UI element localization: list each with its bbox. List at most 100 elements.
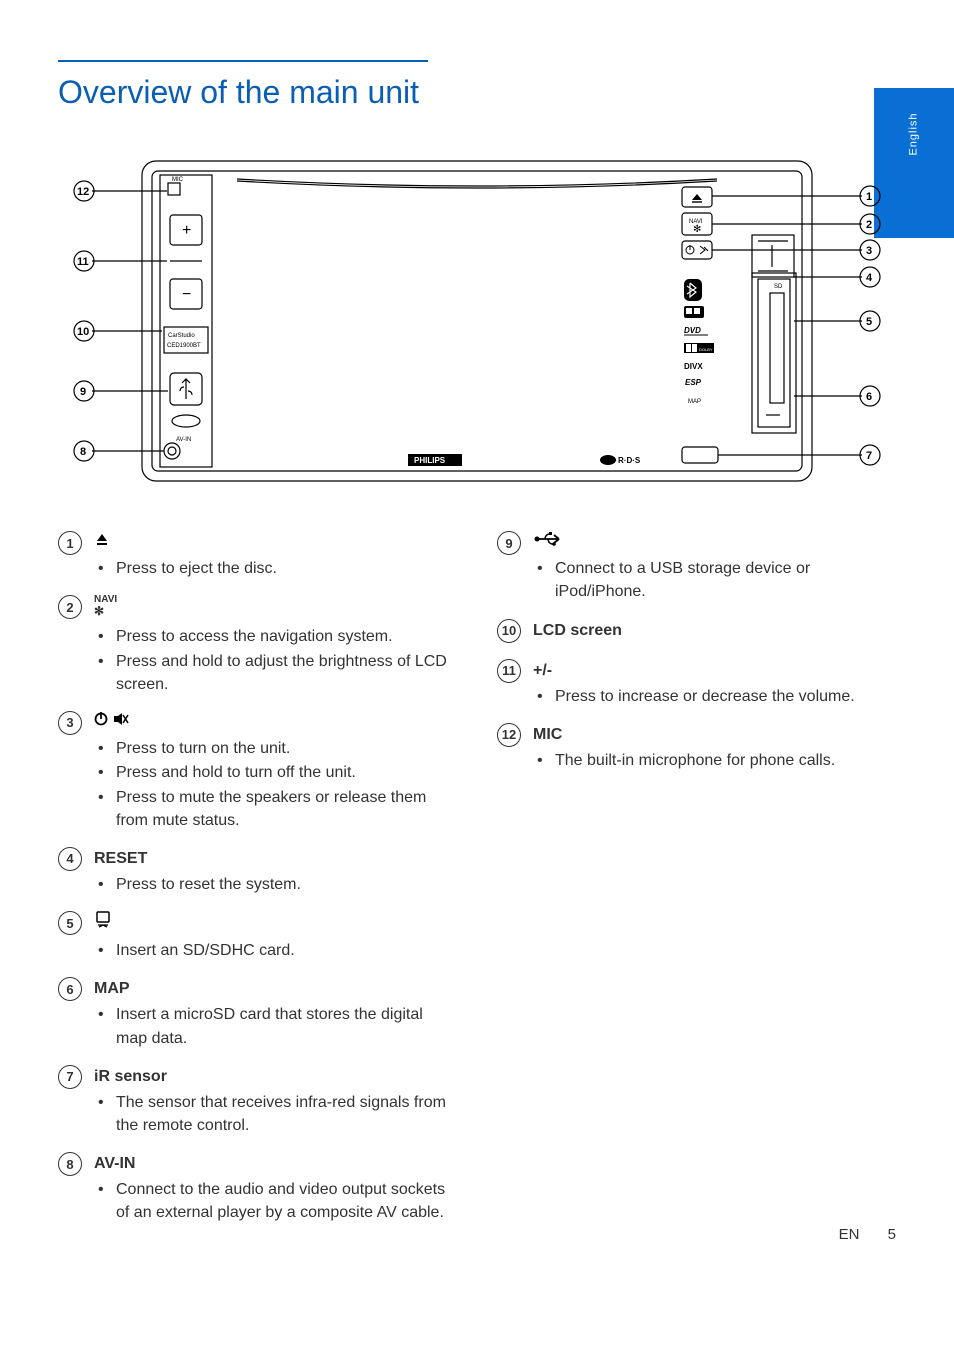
svg-text:ESP: ESP <box>685 378 702 387</box>
item-number: 11 <box>497 659 521 683</box>
description-item-6: 6 MAPInsert a microSD card that stores th… <box>58 977 457 1050</box>
left-column: 1Press to eject the disc.2NAVI✻Press to … <box>58 531 457 1239</box>
description-item-12: 12 MICThe built-in microphone for phone c… <box>497 723 896 773</box>
description-columns: 1Press to eject the disc.2NAVI✻Press to … <box>58 531 896 1239</box>
item-body: Insert an SD/SDHC card. <box>94 911 457 963</box>
item-label: +/- <box>533 659 896 683</box>
bullet: Press to reset the system. <box>116 873 457 896</box>
svg-text:DVD: DVD <box>684 326 701 335</box>
item-bullets: Press to reset the system. <box>94 873 457 896</box>
item-number: 12 <box>497 723 521 747</box>
item-bullets: The sensor that receives infra-red signa… <box>94 1091 457 1137</box>
svg-text:4: 4 <box>866 272 873 284</box>
item-body: AV-INConnect to the audio and video outp… <box>94 1152 457 1225</box>
footer-lang: EN <box>839 1226 860 1243</box>
item-label: iR sensor <box>94 1065 457 1089</box>
page-container: Overview of the main unit .st{stroke:#00… <box>0 0 954 1279</box>
svg-text:CED1900BT: CED1900BT <box>167 343 201 349</box>
bullet: Press to eject the disc. <box>116 557 457 580</box>
description-item-2: 2 NAVI✻Press to access the navigation sys… <box>58 595 457 697</box>
svg-text:8: 8 <box>80 446 86 458</box>
svg-text:3: 3 <box>866 245 872 257</box>
item-number: 6 <box>58 977 82 1001</box>
bullet: Press to increase or decrease the volume… <box>555 685 896 708</box>
svg-text:−: − <box>182 286 191 303</box>
description-item-9: 9 Connect to a USB storage device or iPod… <box>497 531 896 605</box>
item-number: 5 <box>58 911 82 935</box>
description-item-8: 8 AV-INConnect to the audio and video out… <box>58 1152 457 1225</box>
item-label: RESET <box>94 847 457 871</box>
description-item-5: 5 Insert an SD/SDHC card. <box>58 911 457 963</box>
footer-page: 5 <box>888 1226 896 1243</box>
svg-text:7: 7 <box>866 450 872 462</box>
svg-text:12: 12 <box>77 186 89 198</box>
item-label: MIC <box>533 723 896 747</box>
bullet: Press and hold to adjust the brightness … <box>116 650 457 696</box>
item-bullets: Press to access the navigation system.Pr… <box>94 625 457 696</box>
bullet: Connect to a USB storage device or iPod/… <box>555 557 896 603</box>
item-body: Press to turn on the unit.Press and hold… <box>94 711 457 833</box>
svg-text:PHILIPS: PHILIPS <box>414 456 446 465</box>
bullet: Press to access the navigation system. <box>116 625 457 648</box>
bullet: Press and hold to turn off the unit. <box>116 761 457 784</box>
callout-8: 8 <box>74 441 164 461</box>
svg-text:MAP: MAP <box>688 399 701 405</box>
bullet: Press to turn on the unit. <box>116 737 457 760</box>
description-item-11: 11 +/-Press to increase or decrease the v… <box>497 659 896 709</box>
page-footer: EN 5 <box>839 1226 896 1243</box>
item-body: NAVI✻Press to access the navigation syst… <box>94 595 457 697</box>
item-label: LCD screen <box>533 619 896 643</box>
item-label: NAVI✻ <box>94 595 457 623</box>
svg-text:SD: SD <box>774 284 783 290</box>
svg-text:10: 10 <box>77 326 89 338</box>
description-item-3: 3 Press to turn on the unit.Press and hol… <box>58 711 457 833</box>
description-item-4: 4RESETPress to reset the system. <box>58 847 457 897</box>
callout-9: 9 <box>74 381 168 401</box>
power-mute-icon <box>94 711 130 735</box>
item-body: MICThe built-in microphone for phone cal… <box>533 723 896 773</box>
item-label <box>533 531 896 555</box>
diagram-mic-label: MIC <box>172 177 184 183</box>
item-body: iR sensorThe sensor that receives infra-… <box>94 1065 457 1138</box>
svg-text:9: 9 <box>80 386 86 398</box>
item-label <box>94 531 457 555</box>
bullet: The sensor that receives infra-red signa… <box>116 1091 457 1137</box>
bullet: The built-in microphone for phone calls. <box>555 749 896 772</box>
svg-text:AV-IN: AV-IN <box>176 437 191 443</box>
item-number: 8 <box>58 1152 82 1176</box>
usb-icon <box>533 531 563 555</box>
item-number: 9 <box>497 531 521 555</box>
item-bullets: Press to increase or decrease the volume… <box>533 685 896 708</box>
item-label <box>94 711 457 735</box>
svg-text:2: 2 <box>866 219 872 231</box>
callout-1: 1 <box>712 186 880 206</box>
item-bullets: Insert an SD/SDHC card. <box>94 939 457 962</box>
item-body: LCD screen <box>533 619 896 645</box>
callout-7: 7 <box>718 445 880 465</box>
description-item-1: 1Press to eject the disc. <box>58 531 457 581</box>
bullet: Insert a microSD card that stores the di… <box>116 1003 457 1049</box>
bullet: Press to mute the speakers or release th… <box>116 786 457 832</box>
item-bullets: Press to eject the disc. <box>94 557 457 580</box>
item-bullets: Press to turn on the unit.Press and hold… <box>94 737 457 832</box>
item-body: Press to eject the disc. <box>94 531 457 581</box>
item-label: MAP <box>94 977 457 1001</box>
bullet: Insert an SD/SDHC card. <box>116 939 457 962</box>
svg-text:DIVX: DIVX <box>684 362 703 371</box>
svg-text:6: 6 <box>866 391 872 403</box>
svg-text:5: 5 <box>866 316 872 328</box>
item-number: 2 <box>58 595 82 619</box>
svg-text:11: 11 <box>77 256 89 268</box>
svg-text:+: + <box>182 222 191 239</box>
title-rule <box>58 60 428 62</box>
item-body: Connect to a USB storage device or iPod/… <box>533 531 896 605</box>
description-item-7: 7iR sensorThe sensor that receives infra… <box>58 1065 457 1138</box>
svg-text:1: 1 <box>866 191 872 203</box>
item-body: MAPInsert a microSD card that stores the… <box>94 977 457 1050</box>
eject-icon <box>94 531 110 555</box>
callout-4: 4 <box>794 267 880 287</box>
navi-icon: NAVI✻ <box>94 595 117 623</box>
item-body: +/-Press to increase or decrease the vol… <box>533 659 896 709</box>
item-number: 3 <box>58 711 82 735</box>
svg-text:R·D·S: R·D·S <box>618 456 641 465</box>
